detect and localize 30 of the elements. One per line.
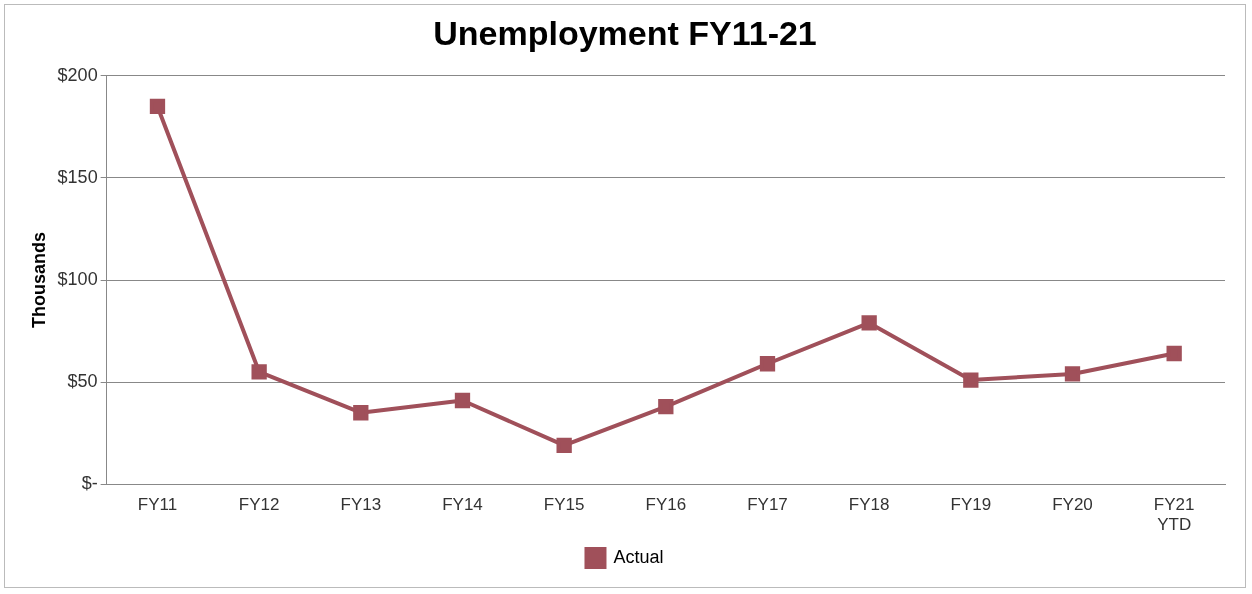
point <box>658 398 674 415</box>
point <box>556 437 572 454</box>
y-axis-title: Thousands <box>28 231 49 329</box>
point <box>759 356 776 372</box>
point <box>149 98 166 115</box>
y-tick-label: $200 <box>57 64 98 85</box>
point <box>454 392 471 409</box>
x-tick-label: FY11 <box>137 495 178 515</box>
x-tick-label: FY16 <box>645 495 687 515</box>
point <box>861 315 877 331</box>
point <box>963 372 979 388</box>
chart-title: Unemployment FY11-21 <box>433 13 817 52</box>
x-tick-label: FY19 <box>950 495 992 515</box>
x-tick-label: FY18 <box>848 495 890 515</box>
legend-label: Actual <box>613 546 664 567</box>
y-tick-label: $100 <box>57 268 98 289</box>
point <box>251 364 267 380</box>
point <box>1166 345 1182 362</box>
x-tick-label: FY21 YTD <box>1153 495 1195 535</box>
x-tick-label: FY17 <box>747 495 788 515</box>
y-tick-label: $- <box>81 473 98 494</box>
x-tick-label: FY13 <box>340 495 382 515</box>
x-tick-label: FY20 <box>1052 495 1093 515</box>
x-tick-label: FY15 <box>543 495 585 515</box>
point <box>1064 366 1081 382</box>
x-tick-label: FY12 <box>238 495 280 515</box>
point <box>353 405 369 421</box>
x-tick-label: FY14 <box>442 495 483 515</box>
y-tick-label: $50 <box>67 371 98 392</box>
y-tick-label: $150 <box>57 166 98 187</box>
